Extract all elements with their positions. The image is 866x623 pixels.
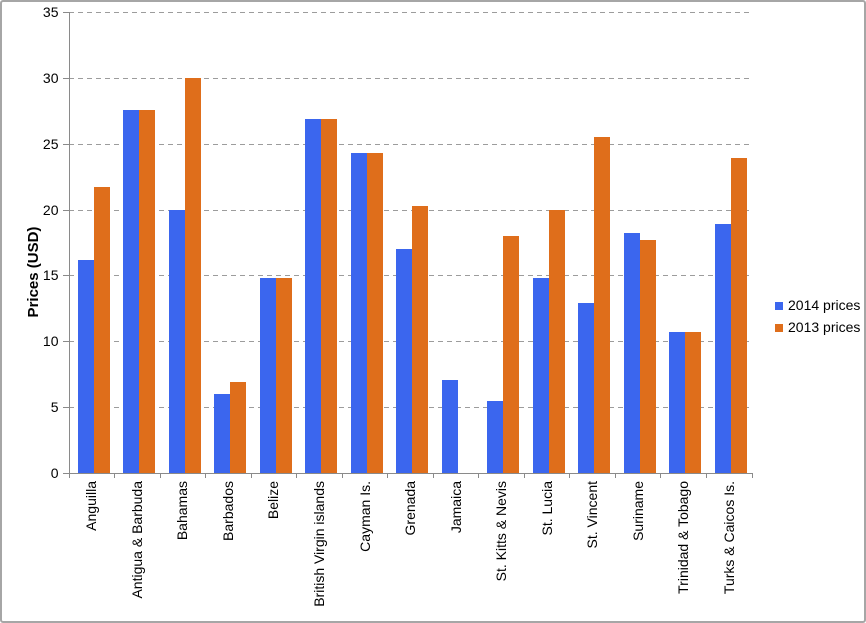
y-tick-label: 30 (42, 69, 59, 86)
x-axis-tick (159, 474, 161, 478)
x-axis-tick (432, 474, 434, 478)
x-category-label: Trinidad & Tobago (675, 481, 692, 594)
y-axis-title: Prices (USD) (25, 226, 42, 318)
bar-2013-prices (594, 137, 611, 473)
bar-2014-prices (214, 394, 231, 473)
gridline (68, 77, 752, 79)
legend-label: 2013 prices (788, 319, 861, 335)
bar-2014-prices (77, 259, 94, 473)
bar-2014-prices (396, 249, 413, 473)
y-axis-tick (62, 12, 69, 13)
y-tick-label: 20 (42, 201, 59, 218)
x-axis-tick (660, 474, 662, 478)
bar-2014-prices (669, 332, 686, 473)
legend: 2014 prices 2013 prices (775, 298, 860, 335)
x-category-label: British Virgin islands (310, 481, 327, 607)
bar-2013-prices (366, 152, 383, 473)
x-axis-tick (68, 474, 70, 478)
x-axis-tick (569, 474, 571, 478)
y-tick-label: 15 (42, 267, 59, 284)
gridline (68, 143, 752, 145)
y-tick-label: 35 (42, 4, 59, 20)
x-category-label: Anguilla (83, 481, 100, 531)
bar-2014-prices (487, 400, 504, 473)
x-category-label: Barbados (219, 481, 236, 541)
bar-2014-prices (578, 303, 595, 473)
x-category-label: Grenada (402, 481, 418, 536)
x-category-label: St. Vincent (584, 481, 601, 549)
y-axis-tick (62, 209, 69, 211)
x-axis-tick (387, 474, 389, 478)
bar-2014-prices (350, 152, 367, 473)
legend-item: 2014 prices (775, 298, 860, 313)
bar-2013-prices (139, 109, 155, 473)
x-category-label: Cayman Is. (356, 481, 373, 552)
y-axis-tick (62, 143, 69, 145)
x-axis-tick (205, 474, 207, 478)
x-axis-tick (296, 474, 298, 478)
gridline (68, 12, 752, 13)
bar-2014-prices (305, 118, 322, 473)
x-category-label: Jamaica (447, 481, 464, 534)
x-axis-tick (250, 474, 252, 478)
gridline (68, 209, 752, 211)
bar-2013-prices (503, 235, 520, 473)
bar-2013-prices (184, 77, 201, 473)
x-category-label: Antigua & Barbuda (128, 481, 145, 599)
x-category-label: St. Lucia (538, 481, 555, 536)
bar-2013-prices (230, 382, 247, 473)
bar-2013-prices (275, 278, 292, 473)
x-axis-tick (341, 474, 343, 478)
x-category-label: Bahamas (174, 481, 191, 541)
y-tick-label: 10 (42, 333, 59, 350)
bar-2014-prices (168, 209, 185, 473)
x-axis-tick (478, 474, 480, 478)
x-axis-tick (614, 474, 616, 478)
y-tick-label: 0 (50, 465, 59, 481)
y-axis-tick (62, 341, 69, 343)
bar-2013-prices (93, 187, 110, 473)
bar-2013-prices (731, 158, 747, 473)
x-category-label: Suriname (629, 481, 646, 541)
x-category-label: St. Kitts & Nevis (493, 481, 510, 582)
y-tick-label: 5 (50, 399, 59, 416)
legend-swatch-icon (775, 323, 783, 332)
bar-2014-prices (532, 278, 549, 473)
bar-2013-prices (412, 205, 429, 473)
bar-2014-prices (123, 109, 139, 473)
x-axis-line (68, 473, 753, 474)
x-axis-tick (523, 474, 525, 478)
x-axis-tick (114, 474, 115, 478)
x-axis-tick (706, 474, 707, 478)
y-axis-tick (62, 407, 69, 409)
legend-swatch-icon (775, 301, 783, 310)
bar-2014-prices (715, 224, 731, 473)
bar-2013-prices (639, 239, 656, 473)
bar-2014-prices (259, 278, 276, 473)
x-category-label: Turks & Caicos Is. (720, 481, 737, 595)
bar-2013-prices (548, 209, 565, 473)
bar-2013-prices (685, 332, 702, 473)
x-category-label: Belize (265, 481, 282, 520)
y-axis-line (68, 12, 70, 474)
y-axis-tick (62, 275, 69, 277)
bar-2014-prices (623, 233, 640, 473)
legend-item: 2013 prices (775, 320, 860, 335)
x-axis-tick (751, 474, 753, 478)
y-tick-label: 25 (42, 135, 59, 152)
y-axis-tick (62, 77, 69, 79)
bar-2013-prices (321, 118, 338, 473)
legend-label: 2014 prices (788, 297, 861, 313)
y-axis-tick (62, 473, 69, 474)
bar-2014-prices (441, 379, 458, 473)
